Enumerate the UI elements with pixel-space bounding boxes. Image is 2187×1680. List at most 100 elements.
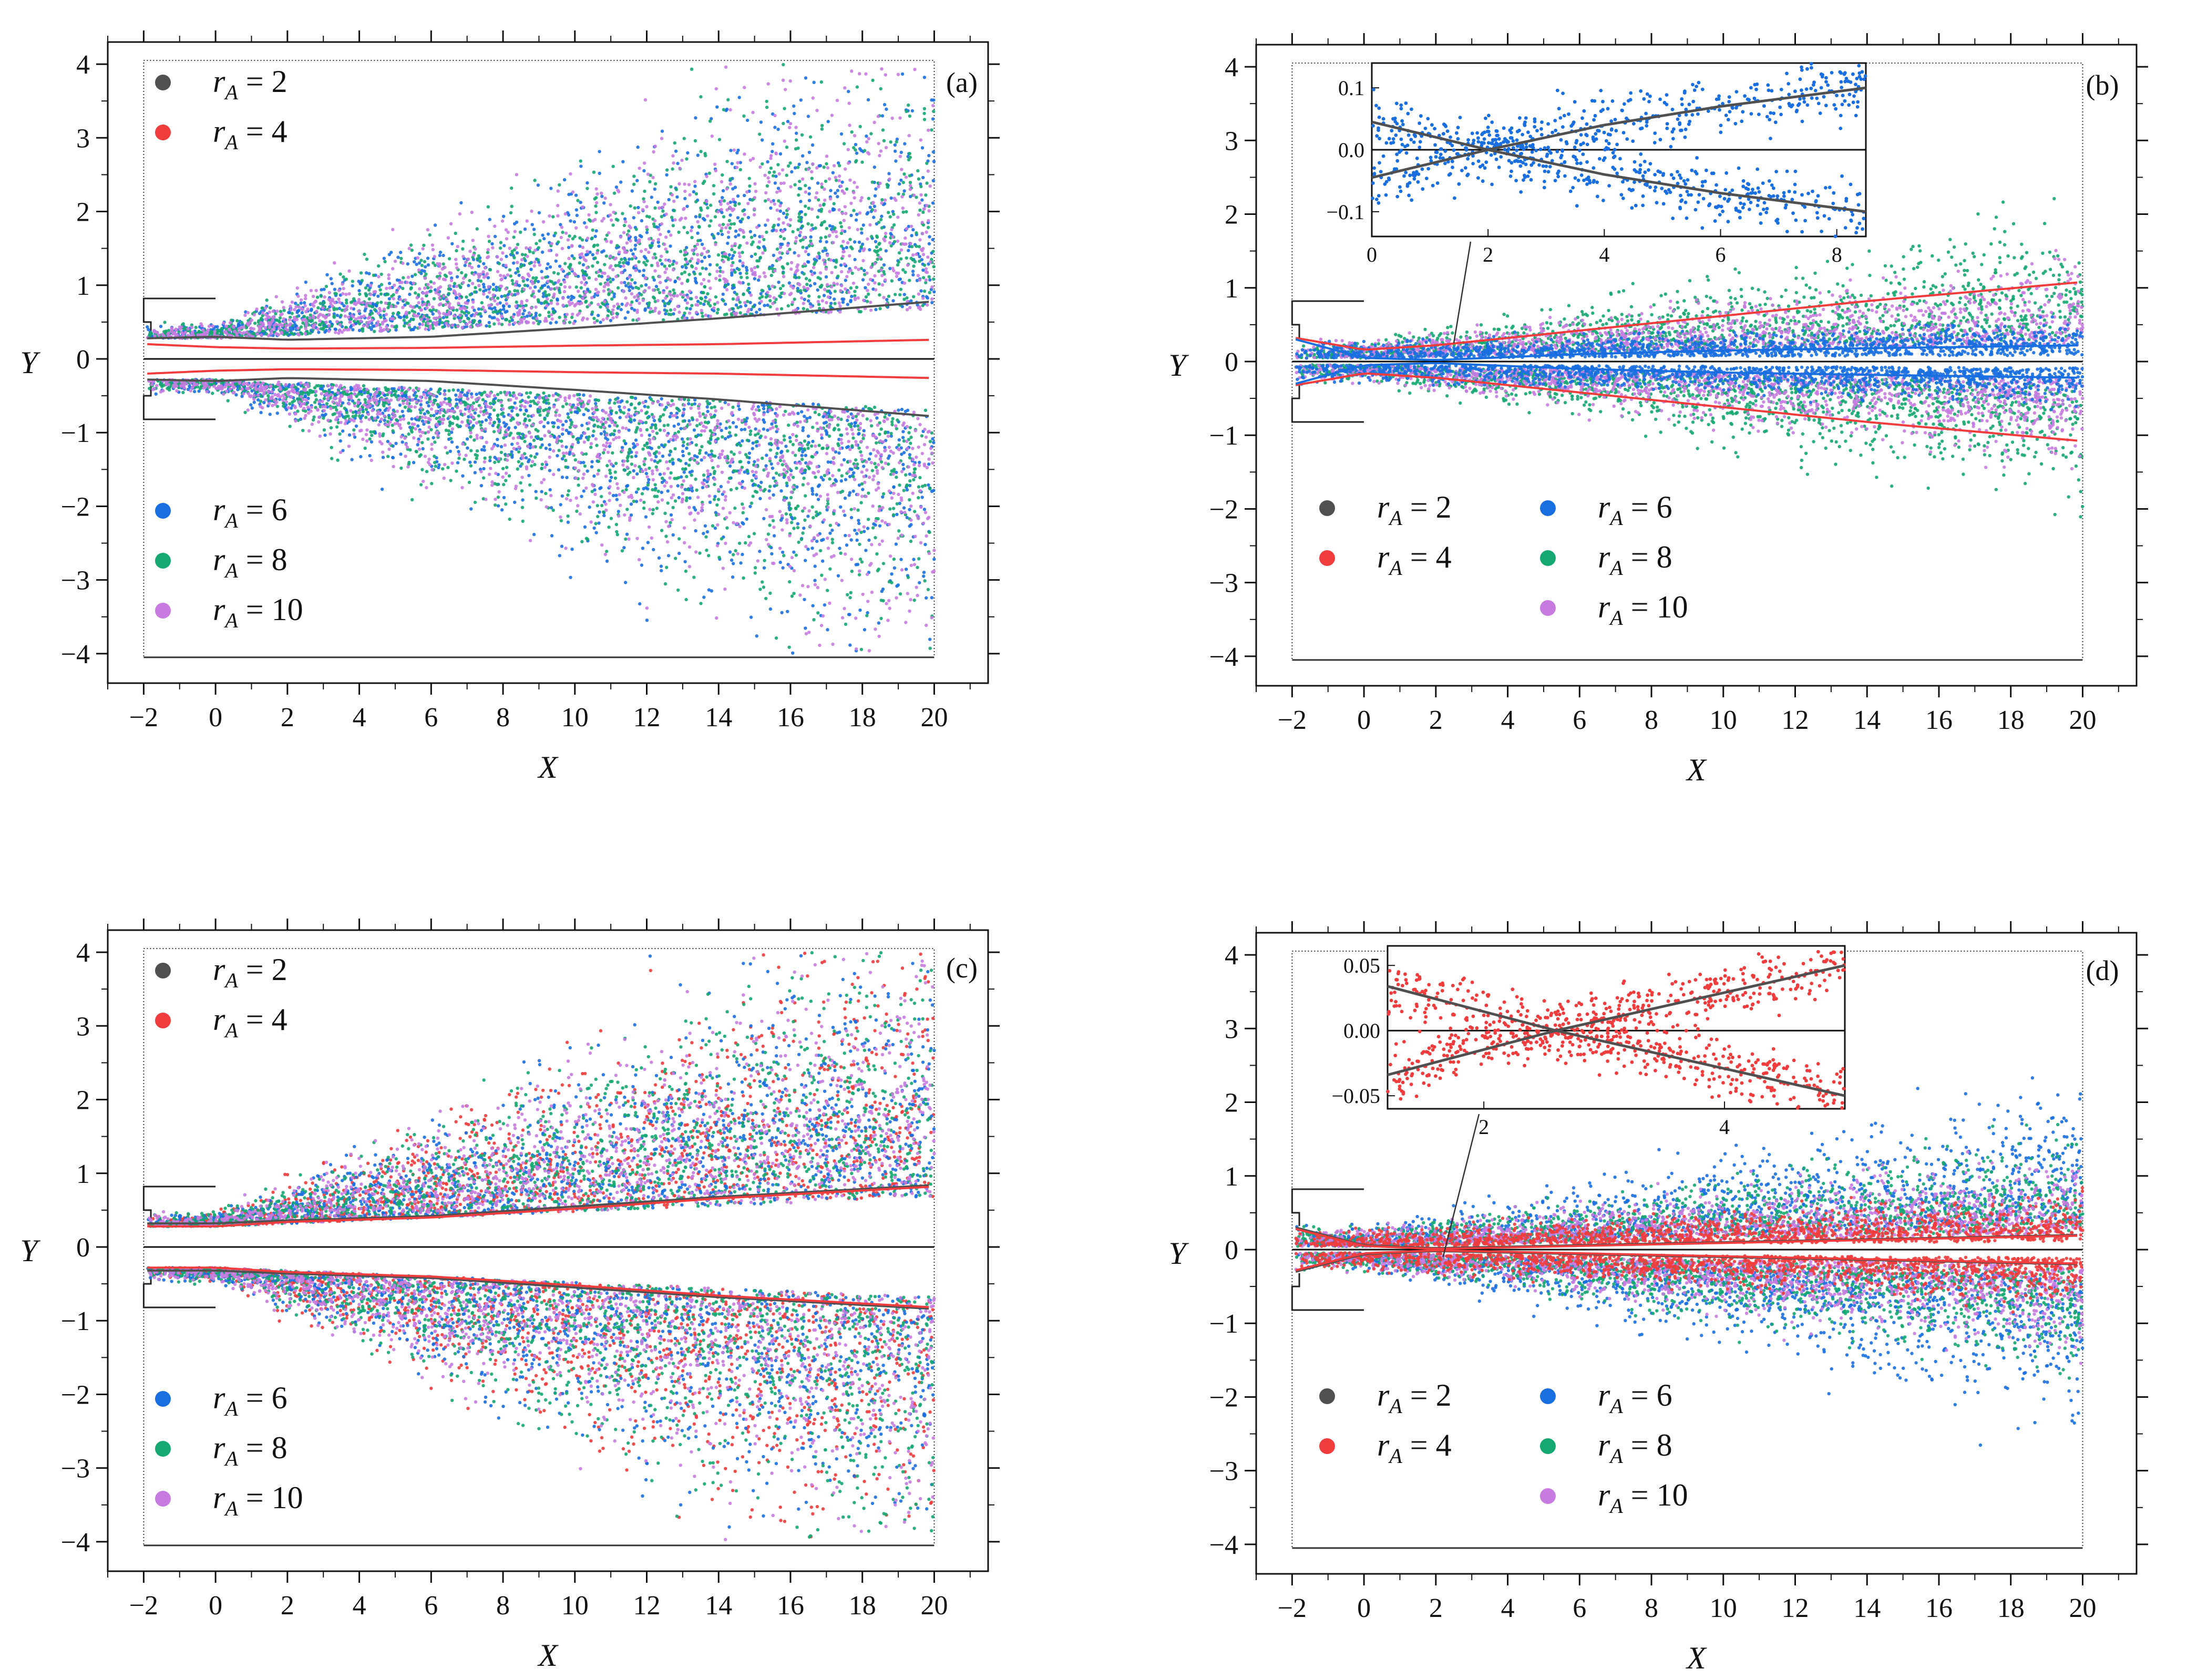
scatter-point-rA_6 (800, 454, 804, 457)
x-tick-label: 4 (353, 703, 366, 733)
scatter-point-rA_6 (541, 233, 544, 236)
scatter-point-rA_6 (803, 598, 806, 601)
scatter-point-rA_6 (849, 214, 853, 217)
scatter-point-rA_6 (805, 161, 808, 164)
scatter-point-rA_6 (408, 293, 411, 296)
scatter-point-rA_6 (630, 249, 633, 252)
scatter-point-rA_6 (784, 445, 787, 448)
scatter-point-rA_6 (455, 398, 458, 401)
scatter-point-rA_6 (521, 498, 524, 501)
scatter-point-rA_6 (635, 472, 639, 476)
scatter-point-rA_6 (763, 304, 766, 307)
scatter-point-rA_6 (608, 425, 611, 428)
scatter-point-rA_6 (874, 187, 877, 190)
scatter-point-rA_6 (406, 262, 409, 265)
scatter-point-rA_6 (815, 493, 818, 496)
scatter-point-rA_6 (813, 579, 816, 582)
scatter-point-rA_6 (845, 246, 848, 249)
scatter-point-rA_6 (683, 560, 686, 563)
scatter-point-rA_6 (368, 454, 371, 457)
scatter-point-rA_6 (804, 626, 807, 630)
scatter-point-rA_6 (899, 558, 902, 561)
scatter-point-rA_6 (569, 576, 572, 579)
scatter-point-rA_6 (696, 153, 700, 157)
scatter-point-rA_6 (516, 251, 519, 254)
scatter-point-rA_6 (660, 491, 663, 494)
scatter-point-rA_6 (655, 285, 658, 288)
scatter-point-rA_6 (931, 201, 935, 204)
scatter-point-rA_6 (548, 469, 551, 472)
scatter-point-rA_6 (689, 497, 692, 500)
scatter-point-rA_6 (633, 248, 636, 251)
scatter-point-rA_6 (645, 619, 649, 622)
scatter-point-rA_6 (580, 434, 583, 437)
scatter-point-rA_6 (689, 307, 692, 311)
scatter-point-rA_6 (796, 412, 799, 415)
x-tick-label: 12 (633, 703, 661, 733)
scatter-point-rA_6 (653, 188, 656, 191)
scatter-point-rA_6 (560, 544, 563, 548)
scatter-point-rA_6 (513, 501, 516, 504)
scatter-point-rA_6 (776, 447, 779, 450)
y-tick-label: −3 (61, 566, 90, 596)
scatter-point-rA_6 (632, 469, 635, 472)
scatter-point-rA_6 (840, 132, 843, 136)
scatter-point-rA_6 (772, 477, 775, 480)
scatter-point-rA_6 (820, 436, 823, 439)
scatter-point-rA_6 (776, 128, 779, 131)
scatter-point-rA_6 (799, 98, 803, 101)
scatter-point-rA_6 (660, 569, 663, 572)
scatter-point-rA_6 (932, 290, 936, 293)
scatter-point-rA_6 (844, 279, 847, 282)
scatter-point-rA_6 (905, 568, 908, 571)
scatter-point-rA_6 (837, 574, 840, 578)
x-tick-label: 2 (281, 703, 294, 733)
scatter-point-rA_6 (685, 205, 689, 208)
scatter-point-rA_6 (857, 432, 860, 436)
scatter-point-rA_6 (426, 256, 429, 260)
scatter-point-rA_6 (881, 496, 884, 499)
scatter-point-rA_6 (701, 243, 704, 246)
scatter-point-rA_6 (146, 325, 149, 328)
scatter-point-rA_6 (735, 425, 738, 428)
scatter-point-rA_6 (493, 306, 496, 310)
scatter-point-rA_6 (502, 244, 506, 247)
scatter-point-rA_6 (804, 76, 807, 79)
scatter-point-rA_6 (549, 187, 552, 190)
scatter-point-rA_6 (566, 413, 569, 416)
scatter-point-rA_6 (715, 105, 718, 108)
scatter-point-rA_6 (635, 490, 638, 493)
scatter-point-rA_6 (695, 281, 698, 284)
scatter-point-rA_6 (792, 551, 795, 554)
scatter-point-rA_6 (823, 603, 826, 606)
scatter-point-rA_6 (514, 426, 517, 429)
scatter-point-rA_6 (598, 172, 601, 175)
scatter-point-rA_6 (341, 429, 344, 432)
scatter-point-rA_6 (908, 484, 911, 487)
scatter-point-rA_6 (801, 154, 804, 158)
scatter-point-rA_6 (799, 200, 802, 203)
scatter-point-rA_6 (620, 303, 623, 306)
scatter-point-rA_6 (773, 534, 776, 537)
scatter-point-rA_6 (627, 262, 630, 265)
scatter-point-rA_6 (512, 261, 515, 264)
scatter-point-rA_6 (454, 394, 457, 397)
scatter-point-rA_6 (923, 76, 926, 79)
scatter-point-rA_6 (843, 513, 846, 517)
scatter-point-rA_6 (468, 461, 471, 464)
scatter-point-rA_6 (381, 488, 384, 491)
scatter-point-rA_6 (642, 169, 645, 172)
scatter-point-rA_6 (586, 181, 589, 184)
scatter-point-rA_6 (450, 440, 454, 444)
scatter-point-rA_6 (858, 241, 861, 244)
scatter-point-rA_6 (660, 564, 663, 568)
scatter-point-rA_6 (532, 533, 536, 536)
scatter-point-rA_6 (529, 268, 532, 271)
scatter-point-rA_6 (798, 234, 801, 237)
x-tick-label: 8 (496, 703, 510, 733)
scatter-point-rA_6 (866, 527, 869, 530)
scatter-point-rA_6 (831, 171, 835, 174)
scatter-point-rA_6 (901, 73, 904, 76)
scatter-point-rA_6 (807, 253, 810, 256)
x-tick-label: −2 (129, 703, 158, 733)
